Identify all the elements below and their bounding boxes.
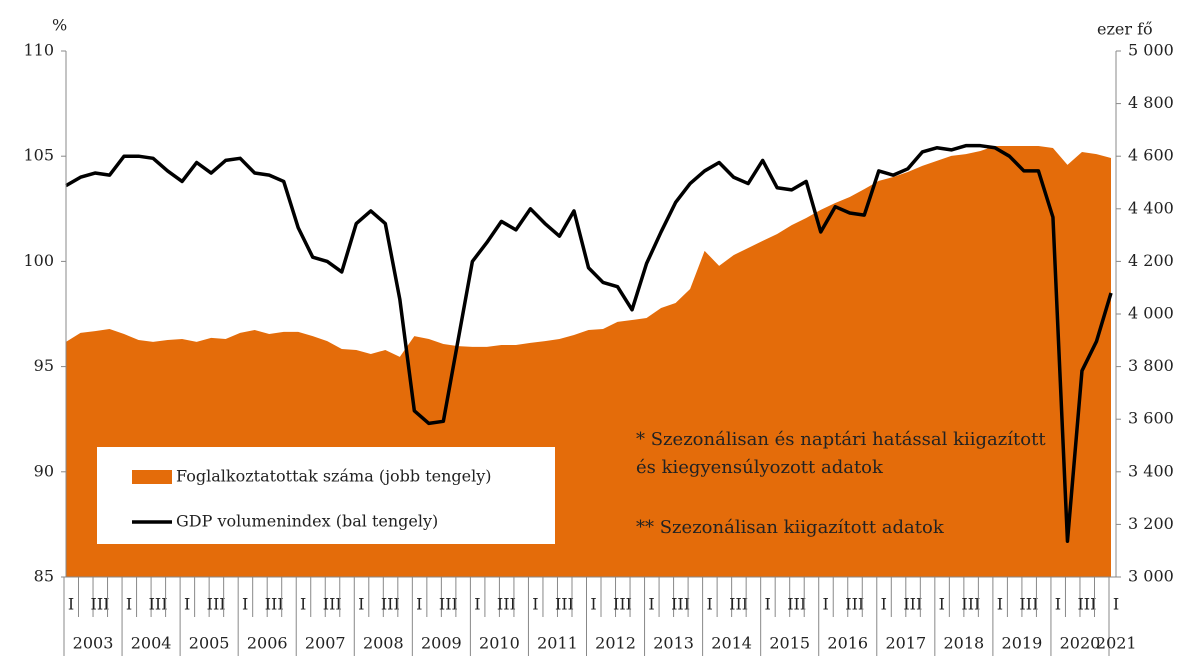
x-tick-label: III (149, 595, 168, 614)
y2-tick-label: 5 000 (1128, 41, 1174, 60)
y2-tick-label: 3 600 (1128, 409, 1174, 428)
y2-tick-label: 3 800 (1128, 356, 1174, 375)
year-label: 2011 (537, 634, 578, 653)
x-tick-label: III (1019, 595, 1038, 614)
x-tick-label: I (532, 595, 538, 614)
y2-tick-label: 4 000 (1128, 304, 1174, 323)
y2-tick-label: 3 200 (1128, 514, 1174, 533)
y2-tick-label: 4 200 (1128, 251, 1174, 270)
x-tick-label: I (590, 595, 596, 614)
y-axis-label: % (52, 16, 67, 35)
x-tick-label: I (706, 595, 712, 614)
y2-tick-label: 3 400 (1128, 461, 1174, 480)
year-label: 2013 (653, 634, 694, 653)
year-label: 2021 (1096, 634, 1137, 653)
x-tick-label: III (1077, 595, 1096, 614)
line (65, 143, 1113, 543)
year-label: 2016 (827, 634, 868, 653)
x-tick-label: III (497, 595, 516, 614)
x-tick-label: III (671, 595, 690, 614)
y2-tick-label: 4 400 (1128, 198, 1174, 217)
x-tick-label: I (1055, 595, 1061, 614)
x-tick-label: III (91, 595, 110, 614)
y-tick-label: 85 (34, 567, 54, 586)
x-tick-label: III (729, 595, 748, 614)
y-tick-label: 100 (23, 251, 54, 270)
y-tick-label: 90 (34, 461, 54, 480)
y2-tick-label: 4 800 (1128, 93, 1174, 112)
year-label: 2007 (305, 634, 346, 653)
x-tick-label: I (474, 595, 480, 614)
x-tick-label: I (416, 595, 422, 614)
y-tick-label: 110 (23, 41, 54, 60)
x-tick-label: III (439, 595, 458, 614)
year-label: 2004 (131, 634, 172, 653)
x-tick-label: I (184, 595, 190, 614)
x-tick-label: I (126, 595, 132, 614)
year-label: 2014 (711, 634, 752, 653)
x-tick-label: I (823, 595, 829, 614)
annotation: * Szezonálisan és naptári hatással kiiga… (636, 429, 1046, 450)
year-label: 2009 (421, 634, 462, 653)
y2-tick-label: 4 600 (1128, 146, 1174, 165)
year-label: 2006 (247, 634, 288, 653)
x-tick-label: III (555, 595, 574, 614)
year-label: 2015 (769, 634, 810, 653)
year-label: 2003 (73, 634, 114, 653)
y2-axis-label: ezer fő (1097, 20, 1153, 39)
y-tick-label: 105 (23, 146, 54, 165)
x-tick-label: I (242, 595, 248, 614)
year-label: 2012 (595, 634, 636, 653)
x-tick-label: I (765, 595, 771, 614)
legend-swatch (132, 470, 172, 484)
legend-box (97, 447, 555, 544)
x-tick-label: I (997, 595, 1003, 614)
annotation: ** Szezonálisan kiigazított adatok (636, 517, 945, 538)
legend-label: Foglalkoztatottak száma (jobb tengely) (176, 467, 492, 486)
year-label: 2010 (479, 634, 520, 653)
x-tick-label: III (265, 595, 284, 614)
year-label: 2018 (944, 634, 985, 653)
x-tick-label: I (358, 595, 364, 614)
x-tick-label: III (787, 595, 806, 614)
x-tick-label: I (1113, 595, 1119, 614)
year-label: 2020 (1060, 634, 1101, 653)
year-label: 2017 (885, 634, 926, 653)
annotation: és kiegyensúlyozott adatok (636, 457, 884, 478)
x-tick-label: III (845, 595, 864, 614)
year-label: 2005 (189, 634, 230, 653)
x-tick-label: I (881, 595, 887, 614)
x-tick-label: I (300, 595, 306, 614)
legend-label: GDP volumenindex (bal tengely) (176, 512, 438, 531)
x-tick-label: III (961, 595, 980, 614)
x-tick-label: III (613, 595, 632, 614)
x-tick-label: I (939, 595, 945, 614)
x-tick-label: III (323, 595, 342, 614)
y-tick-label: 95 (34, 356, 54, 375)
x-tick-label: III (903, 595, 922, 614)
x-tick-label: III (381, 595, 400, 614)
x-tick-label: III (207, 595, 226, 614)
x-tick-label: I (648, 595, 654, 614)
year-label: 2019 (1002, 634, 1043, 653)
y2-tick-label: 3 000 (1128, 567, 1174, 586)
x-tick-label: I (68, 595, 74, 614)
year-label: 2008 (363, 634, 404, 653)
